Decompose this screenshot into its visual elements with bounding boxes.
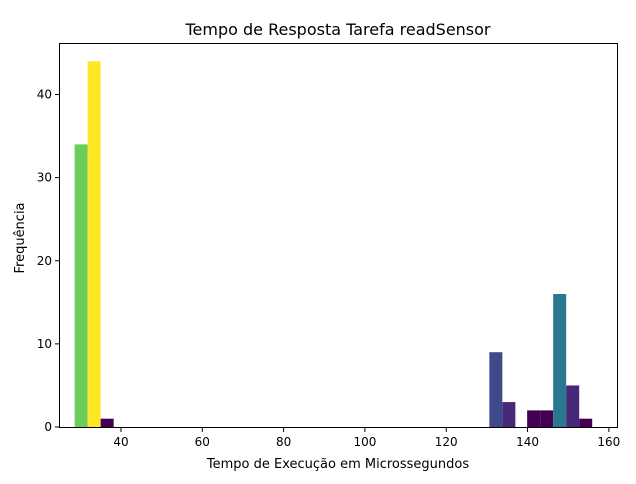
y-tick-label: 0 (44, 420, 52, 434)
histogram-bar (540, 410, 554, 427)
histogram-bar (502, 402, 516, 427)
x-tick-label: 160 (597, 435, 620, 449)
x-tick-label: 60 (195, 435, 210, 449)
histogram-bar (74, 144, 88, 428)
histogram-bar (87, 61, 101, 428)
x-tick-label: 120 (435, 435, 458, 449)
x-tick-label: 80 (276, 435, 291, 449)
y-tick-label: 20 (37, 254, 52, 268)
histogram-bar (579, 418, 593, 427)
y-tick-label: 30 (37, 171, 52, 185)
bars-group (74, 61, 593, 428)
x-axis-ticks: 40 60 80 100 120 140 160 (113, 427, 620, 449)
histogram-bar (100, 418, 114, 427)
y-axis-ticks: 0 10 20 30 40 (37, 88, 60, 434)
histogram-bar (553, 294, 567, 427)
x-tick-label: 100 (353, 435, 376, 449)
x-axis-label: Tempo de Execução em Microssegundos (206, 457, 469, 472)
histogram-bar (527, 410, 541, 427)
y-tick-label: 10 (37, 337, 52, 351)
plot-area-frame (59, 43, 618, 428)
chart-title: Tempo de Resposta Tarefa readSensor (184, 20, 490, 39)
x-tick-label: 40 (113, 435, 128, 449)
y-tick-label: 40 (37, 88, 52, 102)
histogram-bar (489, 352, 503, 427)
x-tick-label: 140 (516, 435, 539, 449)
histogram-bar (566, 385, 580, 427)
y-axis-label: Frequência (13, 202, 28, 273)
